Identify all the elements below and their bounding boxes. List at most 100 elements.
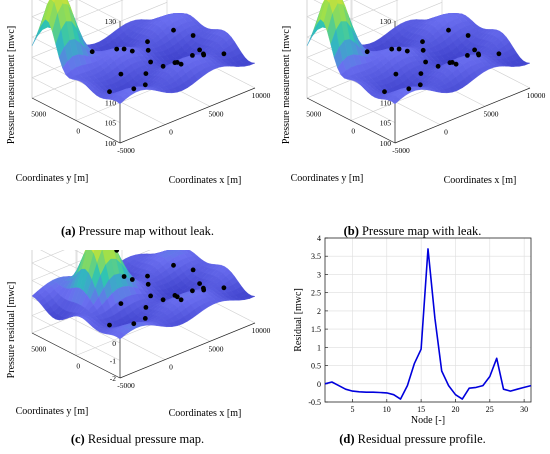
y-tick-label: 4 bbox=[317, 234, 321, 243]
y-axis-label: Coordinates y [m] bbox=[291, 173, 364, 184]
sensor-marker bbox=[172, 293, 178, 298]
sensor-marker bbox=[145, 273, 150, 279]
sensor-marker bbox=[142, 316, 148, 321]
sensor-marker bbox=[465, 53, 470, 58]
sensor-marker bbox=[221, 51, 227, 57]
x-tick-label: 25 bbox=[486, 405, 494, 414]
x-axis-label: Coordinates x [m] bbox=[169, 408, 242, 419]
sensor-marker bbox=[406, 86, 412, 92]
panel-d-line: 5 10 15 20 25 30 -0.5 0 0.5 1 1.5 2 2.5 3 3.5 4 Node [-]… bbox=[275, 230, 550, 430]
surface-plot-a: 100105110115120125130-500005000100000500… bbox=[6, 0, 271, 186]
caption-a-letter: (a) bbox=[60, 224, 76, 238]
x-tick-label: -5000 bbox=[392, 146, 410, 155]
sensor-marker bbox=[121, 274, 127, 279]
x-tick-label: -5000 bbox=[117, 381, 135, 390]
residual-series-line bbox=[324, 248, 532, 400]
sensor-marker bbox=[389, 46, 395, 52]
y-tick-label: 1 bbox=[317, 343, 321, 352]
sensor-marker bbox=[107, 322, 112, 328]
y-tick-label: 0 bbox=[76, 362, 80, 371]
z-axis-label: Pressure residual [mwc] bbox=[6, 282, 17, 379]
sensor-marker bbox=[382, 89, 387, 95]
sensor-marker bbox=[178, 61, 184, 67]
y-axis-label: Coordinates y [m] bbox=[16, 173, 89, 184]
plot-frame bbox=[324, 237, 532, 403]
sensor-marker bbox=[178, 297, 184, 303]
sensor-marker bbox=[190, 267, 196, 273]
sensor-marker bbox=[435, 63, 441, 69]
y-tick-label: 0.5 bbox=[311, 362, 321, 371]
z-tick-label: 105 bbox=[105, 119, 117, 128]
z-tick-label: 130 bbox=[380, 17, 392, 26]
sensor-marker bbox=[143, 305, 149, 310]
sensor-marker bbox=[145, 47, 151, 53]
y-axis-label: Coordinates y [m] bbox=[16, 406, 89, 417]
caption-d: (d) Residual pressure profile. bbox=[275, 432, 550, 447]
surface-mesh bbox=[31, 0, 256, 105]
x-tick-label: 5 bbox=[350, 405, 354, 414]
y-axis-line bbox=[31, 332, 121, 379]
sensor-marker bbox=[190, 33, 196, 38]
sensor-marker bbox=[129, 48, 135, 54]
y-axis-line bbox=[306, 97, 396, 144]
sensor-marker bbox=[197, 47, 203, 53]
x-axis-line bbox=[394, 87, 531, 144]
x-tick-label: 5000 bbox=[209, 109, 224, 118]
sensor-marker bbox=[393, 71, 399, 77]
caption-c-text: Residual pressure map. bbox=[87, 432, 205, 446]
panel-b-surface: 100105110115120125130-500005000100000500… bbox=[275, 0, 550, 225]
x-tick-label: 0 bbox=[169, 363, 173, 372]
line-plot-d: 5 10 15 20 25 30 -0.5 0 0.5 1 1.5 2 2.5 3 3.5 4 Node [-]… bbox=[293, 234, 532, 426]
sensor-marker bbox=[364, 49, 370, 55]
caption-c-letter: (c) bbox=[70, 432, 85, 446]
sensor-marker bbox=[420, 47, 426, 53]
x-axis-label: Coordinates x [m] bbox=[169, 175, 242, 186]
sensor-marker bbox=[118, 301, 124, 306]
sensor-marker bbox=[465, 33, 471, 38]
sensor-marker bbox=[201, 51, 206, 57]
sensor-marker bbox=[447, 60, 453, 66]
sensor-marker bbox=[201, 285, 206, 291]
sensor-marker bbox=[420, 39, 425, 45]
z-tick-label: 110 bbox=[380, 98, 391, 107]
x-tick-label: 10000 bbox=[527, 91, 546, 100]
sensor-marker bbox=[131, 86, 137, 92]
side-gridline bbox=[353, 0, 396, 22]
sensor-marker bbox=[190, 288, 195, 294]
x-axis-label: Node [-] bbox=[411, 415, 445, 426]
sensor-marker bbox=[148, 293, 154, 299]
side-gridline bbox=[78, 0, 121, 22]
back-gridline bbox=[306, 2, 443, 58]
y-tick-label: 0 bbox=[317, 380, 321, 389]
sensor-marker bbox=[114, 46, 120, 52]
x-tick-label: 10000 bbox=[252, 91, 271, 100]
sensor-marker bbox=[423, 59, 428, 65]
sensor-marker bbox=[197, 281, 203, 286]
caption-c: (c) Residual pressure map. bbox=[0, 432, 275, 447]
z-tick-label: 105 bbox=[380, 119, 392, 128]
z-tick-label: 130 bbox=[105, 17, 117, 26]
sensor-marker bbox=[131, 321, 137, 327]
sensor-marker bbox=[107, 89, 112, 95]
caption-b: (b) Pressure map with leak. bbox=[275, 224, 550, 239]
sensor-marker bbox=[89, 49, 95, 55]
caption-b-text: Pressure map with leak. bbox=[361, 224, 482, 238]
sensor-marker bbox=[417, 82, 423, 88]
sensor-marker bbox=[446, 27, 451, 33]
x-tick-label: 20 bbox=[451, 405, 459, 414]
x-tick-label: -5000 bbox=[117, 146, 135, 155]
back-gridline bbox=[31, 2, 168, 58]
panel-a-surface: 100105110115120125130-500005000100000500… bbox=[0, 0, 275, 225]
sensor-marker bbox=[129, 277, 135, 282]
x-tick-label: 5000 bbox=[484, 109, 499, 118]
y-tick-label: 3 bbox=[317, 270, 321, 279]
sensor-marker bbox=[145, 281, 151, 287]
x-axis-line bbox=[119, 87, 256, 144]
sensor-marker bbox=[142, 82, 148, 88]
surface-plot-b: 100105110115120125130-500005000100000500… bbox=[281, 0, 546, 186]
sensor-marker bbox=[190, 53, 195, 58]
surface-cell bbox=[391, 96, 401, 105]
z-tick-label: 100 bbox=[380, 139, 392, 148]
